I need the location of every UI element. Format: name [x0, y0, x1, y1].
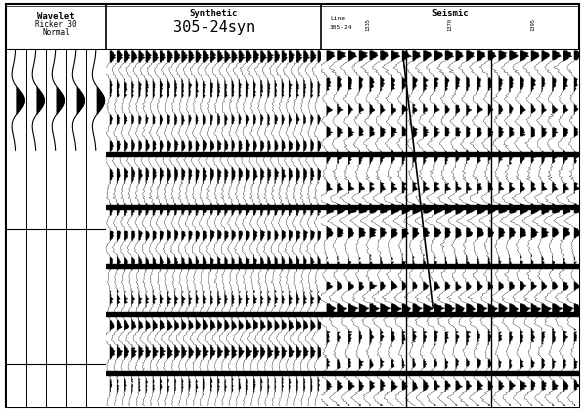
- Bar: [321, 152, 579, 156]
- Bar: [106, 371, 321, 375]
- Bar: [106, 264, 321, 268]
- Text: 1395: 1395: [530, 18, 535, 32]
- Text: 1335: 1335: [365, 18, 370, 32]
- Bar: [321, 371, 579, 375]
- Bar: [321, 312, 579, 316]
- Text: 305-24: 305-24: [330, 25, 352, 30]
- Bar: [106, 206, 321, 209]
- Bar: [321, 206, 579, 209]
- Text: Seismic: Seismic: [431, 9, 469, 18]
- Text: Wavelet: Wavelet: [37, 12, 75, 21]
- Text: 305-24syn: 305-24syn: [173, 20, 254, 35]
- Bar: [106, 312, 321, 316]
- Text: Ricker 30: Ricker 30: [35, 20, 77, 29]
- Text: Synthetic: Synthetic: [190, 9, 238, 18]
- Bar: [106, 152, 321, 156]
- Text: Normal: Normal: [42, 28, 70, 37]
- Bar: [321, 264, 579, 268]
- Text: 1370: 1370: [448, 18, 453, 32]
- Text: Line: Line: [330, 16, 345, 21]
